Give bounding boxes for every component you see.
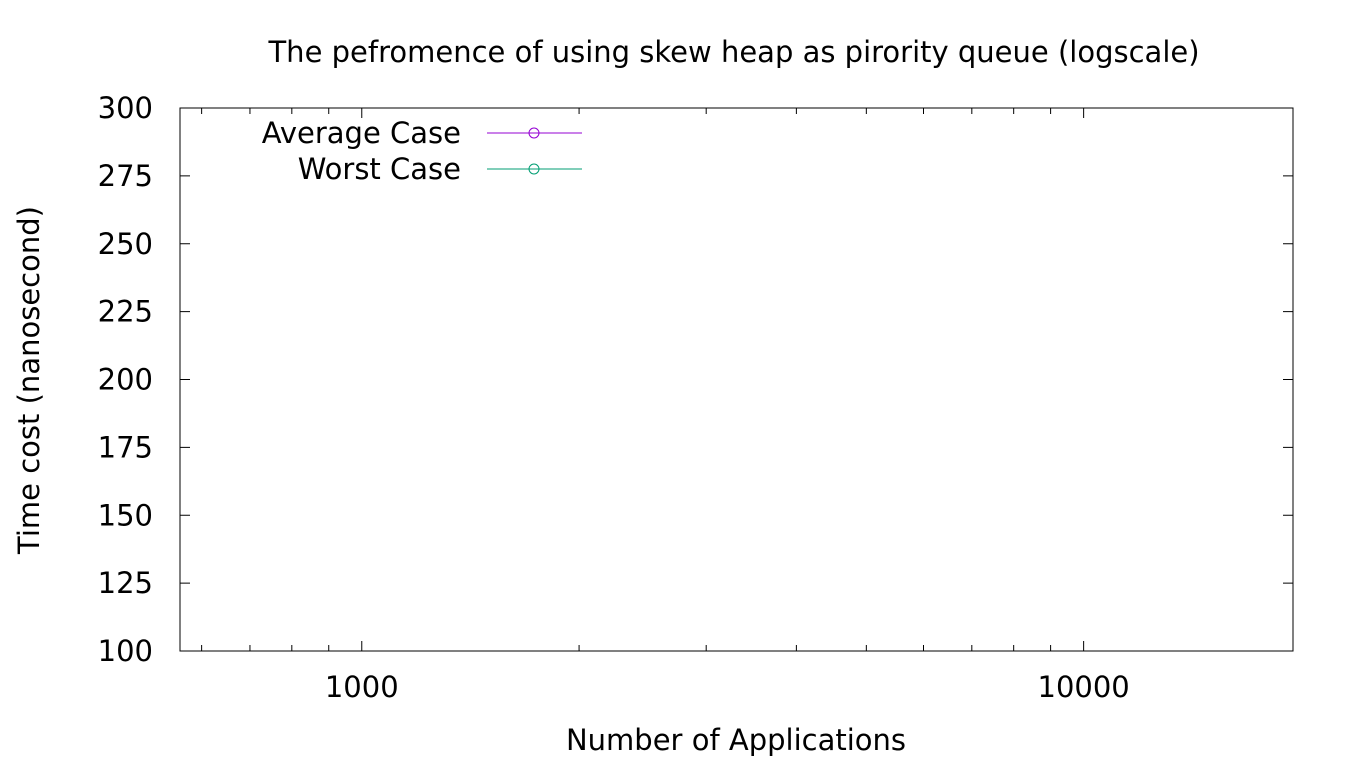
legend-label: Worst Case (298, 152, 461, 186)
y-tick-label: 150 (98, 498, 153, 532)
chart-title: The pefromence of using skew heap as pir… (267, 35, 1199, 69)
y-tick-label: 225 (98, 295, 153, 329)
y-tick-label: 175 (98, 430, 153, 464)
x-tick-label: 10000 (1038, 670, 1130, 704)
x-tick-label: 1000 (325, 670, 399, 704)
legend-marker (528, 127, 540, 139)
y-tick-label: 275 (98, 159, 153, 193)
legend-label: Average Case (262, 116, 461, 150)
x-axis-label: Number of Applications (566, 723, 906, 757)
plot-frame (179, 107, 1294, 652)
y-axis-label: Time cost (nanosecond) (12, 206, 46, 555)
y-tick-label: 250 (98, 227, 153, 261)
y-tick-label: 300 (98, 91, 153, 125)
y-tick-label: 100 (98, 634, 153, 668)
y-tick-label: 200 (98, 363, 153, 397)
legend-marker (528, 163, 540, 175)
y-tick-label: 125 (98, 566, 153, 600)
